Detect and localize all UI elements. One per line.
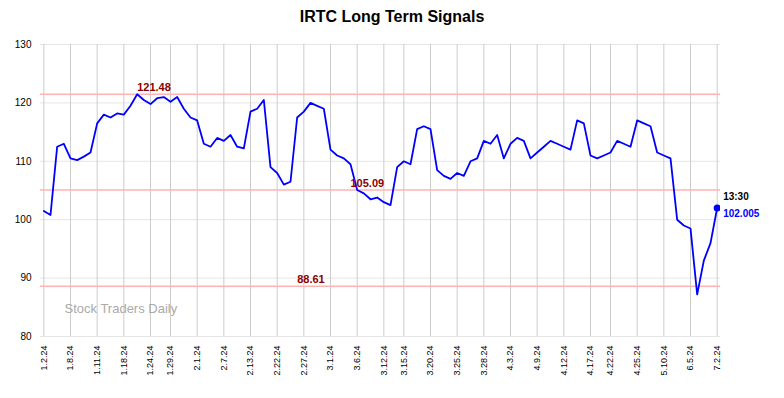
svg-text:4.25.24: 4.25.24: [632, 346, 642, 376]
svg-text:1.8.24: 1.8.24: [65, 346, 75, 371]
svg-text:5.10.24: 5.10.24: [659, 346, 669, 376]
svg-text:4.9.24: 4.9.24: [532, 346, 542, 371]
svg-text:6.5.24: 6.5.24: [685, 346, 695, 371]
svg-text:4.3.24: 4.3.24: [505, 346, 515, 371]
html-text:IRTC Long Term Signals: IRTC Long Term Signals: [299, 8, 485, 25]
svg-text:121.48: 121.48: [137, 81, 171, 93]
svg-text:2.13.24: 2.13.24: [245, 346, 255, 376]
svg-text:130: 130: [15, 39, 32, 50]
svg-text:1.29.24: 1.29.24: [165, 346, 175, 376]
svg-text:1.11.24: 1.11.24: [92, 346, 102, 375]
svg-text:1.18.24: 1.18.24: [119, 346, 129, 376]
svg-text:120: 120: [15, 97, 32, 108]
svg-text:100: 100: [15, 214, 32, 225]
svg-text:102.005: 102.005: [723, 208, 760, 219]
svg-text:4.22.24: 4.22.24: [605, 346, 615, 376]
svg-text:90: 90: [20, 272, 32, 283]
svg-text:4.17.24: 4.17.24: [585, 346, 595, 376]
svg-text:1.24.24: 1.24.24: [145, 346, 155, 376]
svg-text:3.15.24: 3.15.24: [399, 346, 409, 376]
svg-text:2.27.24: 2.27.24: [299, 346, 309, 376]
svg-text:88.61: 88.61: [297, 273, 325, 285]
svg-text:4.12.24: 4.12.24: [559, 346, 569, 376]
svg-text:2.7.24: 2.7.24: [219, 346, 229, 371]
svg-text:3.1.24: 3.1.24: [325, 346, 335, 371]
svg-text:3.6.24: 3.6.24: [352, 346, 362, 371]
svg-text:Stock Traders Daily: Stock Traders Daily: [65, 301, 178, 316]
svg-text:3.12.24: 3.12.24: [379, 346, 389, 376]
svg-text:80: 80: [20, 331, 32, 342]
svg-text:110: 110: [16, 156, 32, 167]
svg-text:2.22.24: 2.22.24: [272, 346, 282, 376]
svg-text:1.2.24: 1.2.24: [39, 346, 49, 371]
svg-text:3.25.24: 3.25.24: [452, 346, 462, 376]
svg-text:2.1.24: 2.1.24: [192, 346, 202, 371]
svg-text:13:30: 13:30: [723, 191, 749, 202]
svg-text:3.28.24: 3.28.24: [479, 346, 489, 376]
svg-text:3.20.24: 3.20.24: [425, 346, 435, 376]
svg-text:105.09: 105.09: [351, 177, 385, 189]
svg-text:7.2.24: 7.2.24: [712, 346, 722, 371]
